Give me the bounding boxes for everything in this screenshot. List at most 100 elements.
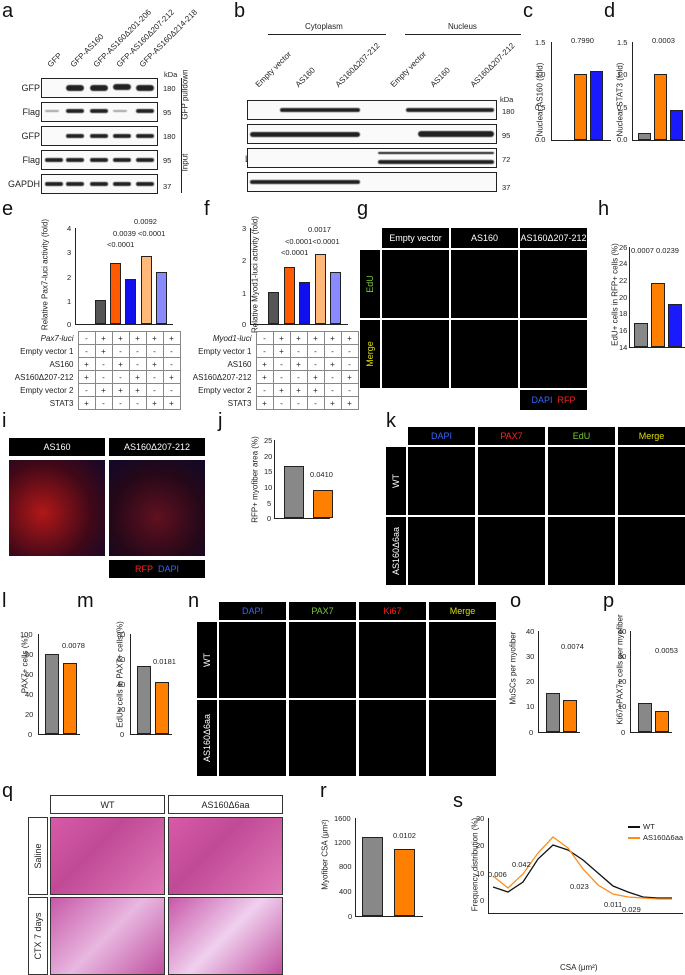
lane-label: AS160 [293,65,317,89]
micrograph [520,250,587,318]
panel-n-label: n [188,590,200,612]
row-header: Merge [365,341,375,367]
micrograph [109,460,205,556]
y-axis-label: Frequency distribution (%) [470,817,480,912]
row-header: WT [391,474,401,488]
row-header: AS160Δ6aa [391,526,401,576]
lane-label: GFP [45,51,64,69]
blot-strip [41,150,158,170]
column-header: AS160 [9,438,105,456]
blot-strip [41,78,158,98]
panel-g-label: g [357,198,369,220]
y-axis-label: Nuclear AS160 (fold) [535,62,545,137]
y-axis-label: Relative Pax7-luci activity (fold) [40,218,50,331]
kda-marker: 95 [163,108,172,117]
blot-row-label: GAPDH [7,179,40,189]
column-header: AS160Δ207-212 [520,228,587,248]
channel-legend: DAPI RFP [520,390,587,410]
panel-i-label: i [2,410,7,432]
kda-marker: 95 [163,156,172,165]
row-header: EdU [365,275,375,293]
kda-label: kDa [500,95,514,104]
y-axis-label: Relative Myod1-luci activity (fold) [250,216,260,333]
column-header: PAX7 [289,602,356,620]
table-f: Myod1-luci - + + + + + Empty vector 1- + - - - - AS… [178,331,359,410]
group-bracket [181,78,182,193]
group-label: Input [180,153,190,172]
line-plot [492,836,672,900]
blot-strip [41,102,158,122]
kda-marker: 95 [502,131,511,140]
micrograph [9,460,105,556]
y-axis-label: MuSCs per myofiber [508,631,518,705]
kda-marker: 180 [163,84,176,93]
micrograph [382,320,449,388]
lane-label: Empty vector [253,49,294,89]
blot-row-label: GFP [21,83,40,93]
x-axis-label: CSA (μm²) [560,963,598,972]
micrograph [451,320,518,388]
lane-label: Empty vector [388,49,429,89]
row-header: Saline [33,843,43,869]
blot-row-label: Flag [22,107,40,117]
row-header: CTX 7 days [33,912,43,960]
panel-l-label: l [2,590,7,612]
channel-legend: RFP DAPI [109,560,205,578]
kda-marker: 37 [163,182,172,191]
column-header: DAPI [219,602,286,620]
table-e: Pax7-luci - + + + + + Empty vector 1- + - - - - AS1… [0,331,181,410]
histology-image [50,817,165,895]
panel-m-label: m [77,590,94,612]
panel-a-label: a [2,0,14,22]
y-axis-label: PAX7+ cells (%) [20,635,30,694]
kda-marker: 180 [502,107,515,116]
row-header: WT [202,653,212,667]
column-header: Empty vector [382,228,449,248]
column-header: AS160Δ6aa [168,795,283,814]
panel-b-label: b [234,0,246,22]
y-axis-label: Myofiber CSA (μm²) [320,819,330,890]
panel-e-label: e [2,198,14,220]
kda-label: kDa [164,70,178,79]
histology-image [168,817,283,895]
column-header: PAX7 [478,427,545,445]
panel-j-label: j [218,410,223,432]
blot-row-label: GFP [21,131,40,141]
row-header: AS160Δ6aa [202,713,212,763]
panel-r-label: r [320,780,327,802]
y-axis-label: RFP+ myofiber area (%) [250,436,260,523]
group-label: GFP pulldown [180,69,190,120]
micrograph [451,250,518,318]
lane-label: AS160 [428,65,452,89]
fraction-label: Cytoplasm [305,22,343,31]
column-header: Merge [618,427,685,445]
blot-row-label: Flag [22,155,40,165]
micrograph [520,320,587,388]
column-header: AS160Δ207-212 [109,438,205,456]
blot-strip [41,174,158,194]
y-axis-label: Nuclear STAT3 (fold) [615,62,625,137]
column-header: AS160 [451,228,518,248]
kda-marker: 72 [502,155,511,164]
panel-p-label: p [603,590,615,612]
panel-q-label: q [2,780,14,802]
blot-strip [41,126,158,146]
lane-label: AS160Δ207-212 [468,41,517,89]
kda-marker: 180 [163,132,176,141]
panel-k-label: k [386,410,396,432]
histology-image [168,897,283,975]
panel-c-label: c [523,0,533,22]
lane-label: AS160Δ207-212 [333,41,382,89]
column-header: WT [50,795,165,814]
panel-s-label: s [453,790,463,812]
micrograph [382,250,449,318]
kda-marker: 37 [502,183,511,192]
column-header: Ki67 [359,602,426,620]
panel-o-label: o [510,590,522,612]
histology-image [50,897,165,975]
column-header: DAPI [408,427,475,445]
column-header: Merge [429,602,496,620]
panel-d-label: d [604,0,616,22]
column-header: EdU [548,427,615,445]
fraction-label: Nucleus [448,22,477,31]
